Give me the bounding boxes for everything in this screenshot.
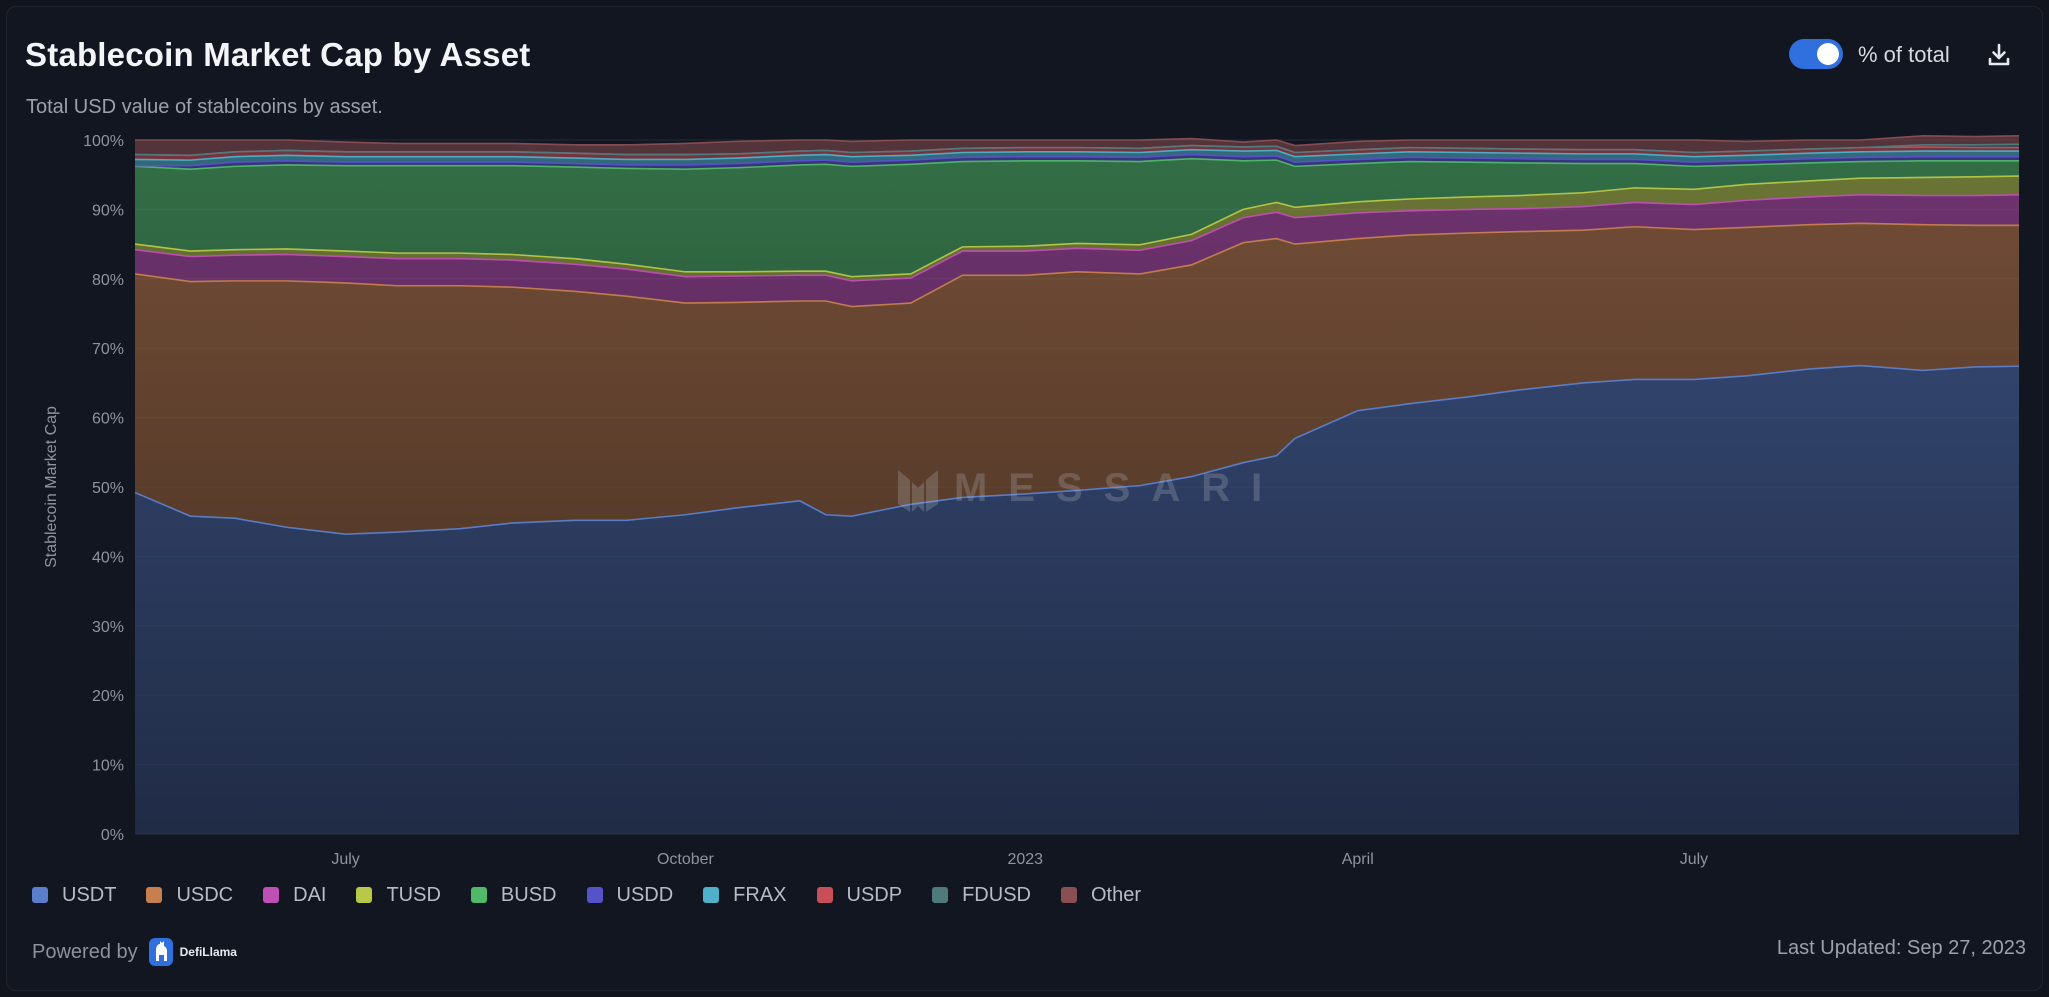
legend-label: USDD bbox=[616, 883, 674, 906]
legend-label: USDT bbox=[62, 883, 117, 906]
legend-label: USDC bbox=[176, 883, 234, 906]
legend-swatch bbox=[263, 887, 280, 903]
series-line-busd bbox=[134, 157, 2019, 170]
chart-title: Stablecoin Market Cap by Asset bbox=[25, 36, 531, 73]
toggle-knob bbox=[1817, 43, 1839, 65]
percent-of-total-label: % of total bbox=[1858, 42, 1950, 67]
y-tick-label: 30% bbox=[92, 619, 124, 636]
legend-item-usdt[interactable]: USDT bbox=[32, 884, 116, 907]
watermark-text: MESSARI bbox=[954, 465, 1284, 510]
y-tick-label: 50% bbox=[92, 480, 124, 497]
x-tick-label: July bbox=[1680, 851, 1708, 868]
defillama-logo-icon[interactable] bbox=[148, 937, 174, 967]
legend-label: DAI bbox=[293, 883, 327, 906]
stacked-area-chart: 0% 10% 20% 30% 40% 50% 60% 70% 80% 90% 100% July Oct… bbox=[43, 133, 2020, 868]
y-tick-label: 60% bbox=[92, 411, 124, 428]
y-tick-label: 0% bbox=[101, 827, 124, 844]
series-line-frax bbox=[134, 148, 2019, 161]
y-tick-label: 80% bbox=[92, 272, 124, 289]
y-tick-label: 40% bbox=[92, 549, 124, 566]
legend-label: BUSD bbox=[500, 883, 557, 906]
series-line-usdc bbox=[134, 222, 2019, 308]
legend-swatch bbox=[32, 887, 48, 903]
x-tick-label: October bbox=[657, 851, 715, 868]
y-tick-label: 10% bbox=[92, 758, 124, 775]
legend-item-usdp[interactable]: USDP bbox=[816, 883, 903, 907]
legend-item-busd[interactable]: BUSD bbox=[470, 883, 557, 907]
defillama-brand[interactable]: DefiLlama bbox=[179, 945, 237, 959]
legend-label: FDUSD bbox=[962, 883, 1031, 906]
series-line-fdusd bbox=[134, 143, 2020, 157]
y-tick-label: 100% bbox=[83, 133, 124, 150]
chart-subtitle: Total USD value of stablecoins by asset. bbox=[26, 96, 383, 118]
legend-item-tusd[interactable]: TUSD bbox=[356, 883, 441, 907]
legend-swatch bbox=[146, 887, 163, 903]
legend-label: FRAX bbox=[733, 883, 787, 906]
series-line-usdt bbox=[134, 364, 2020, 535]
x-tick-label: April bbox=[1342, 851, 1374, 868]
legend-item-usdd[interactable]: USDD bbox=[586, 883, 674, 907]
y-axis-label: Stablecoin Market Cap bbox=[43, 406, 60, 568]
y-tick-label: 90% bbox=[92, 202, 124, 219]
x-tick-label: 2023 bbox=[1007, 851, 1043, 868]
last-updated: Last Updated: Sep 27, 2023 bbox=[1776, 937, 2026, 959]
legend-item-dai[interactable]: DAI bbox=[263, 884, 326, 907]
y-tick-label: 20% bbox=[92, 688, 124, 705]
legend-label: TUSD bbox=[386, 883, 441, 906]
powered-by-label: Powered by bbox=[32, 940, 138, 963]
y-tick-label: 70% bbox=[92, 341, 124, 358]
series-line-usdd bbox=[135, 153, 2019, 167]
legend-swatch bbox=[816, 887, 833, 903]
legend-item-usdc[interactable]: USDC bbox=[146, 884, 233, 907]
percent-of-total-toggle[interactable] bbox=[1789, 39, 1843, 69]
legend-swatch bbox=[356, 887, 373, 903]
download-icon[interactable] bbox=[1986, 42, 2012, 68]
legend-swatch bbox=[470, 887, 487, 903]
legend-swatch bbox=[932, 887, 949, 903]
series-line-tusd bbox=[134, 175, 2020, 278]
messari-watermark: MESSARI bbox=[896, 462, 1283, 514]
legend-item-fdusd[interactable]: FDUSD bbox=[932, 884, 1031, 907]
chart-legend: USDT USDC DAI TUSD BUSD USDD FRAX USDP FDUSD Othe… bbox=[32, 882, 1171, 908]
legend-swatch bbox=[703, 887, 720, 903]
legend-label: USDP bbox=[846, 883, 903, 906]
powered-by: Powered by DefiLlama bbox=[32, 937, 237, 967]
series-line-other bbox=[135, 135, 2020, 147]
legend-swatch bbox=[586, 887, 603, 903]
legend-swatch bbox=[1060, 887, 1077, 903]
series-line-dai bbox=[134, 194, 2020, 282]
legend-item-other[interactable]: Other bbox=[1060, 883, 1142, 907]
x-tick-label: July bbox=[331, 851, 359, 868]
legend-item-frax[interactable]: FRAX bbox=[703, 883, 787, 907]
legend-label: Other bbox=[1090, 883, 1142, 906]
messari-logo-icon bbox=[898, 470, 938, 512]
